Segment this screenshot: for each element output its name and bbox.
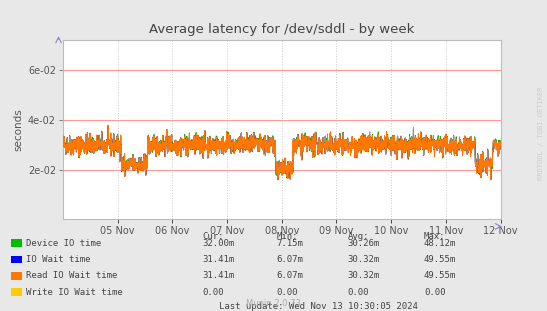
Title: Average latency for /dev/sddl - by week: Average latency for /dev/sddl - by week <box>149 24 415 36</box>
Text: 30.26m: 30.26m <box>347 239 380 248</box>
Y-axis label: seconds: seconds <box>14 109 24 151</box>
Text: 48.12m: 48.12m <box>424 239 456 248</box>
Text: 7.15m: 7.15m <box>276 239 303 248</box>
Text: 31.41m: 31.41m <box>202 272 235 280</box>
Text: Munin 2.0.73: Munin 2.0.73 <box>246 299 301 308</box>
Text: 0.00: 0.00 <box>424 288 445 296</box>
Text: Min:: Min: <box>276 232 298 241</box>
Text: Cur:: Cur: <box>202 232 224 241</box>
Text: 30.32m: 30.32m <box>347 272 380 280</box>
Text: Avg:: Avg: <box>347 232 369 241</box>
Text: 0.00: 0.00 <box>276 288 298 296</box>
Text: 0.00: 0.00 <box>202 288 224 296</box>
Text: Device IO time: Device IO time <box>26 239 102 248</box>
Text: 49.55m: 49.55m <box>424 272 456 280</box>
Text: 30.32m: 30.32m <box>347 255 380 264</box>
Text: 31.41m: 31.41m <box>202 255 235 264</box>
Text: 6.07m: 6.07m <box>276 255 303 264</box>
Text: RRDTOOL / TOBI OETIKER: RRDTOOL / TOBI OETIKER <box>538 87 544 180</box>
Text: 32.00m: 32.00m <box>202 239 235 248</box>
Text: Read IO Wait time: Read IO Wait time <box>26 272 118 280</box>
Text: Max:: Max: <box>424 232 445 241</box>
Text: Write IO Wait time: Write IO Wait time <box>26 288 123 296</box>
Text: Last update: Wed Nov 13 10:30:05 2024: Last update: Wed Nov 13 10:30:05 2024 <box>219 303 418 311</box>
Text: 49.55m: 49.55m <box>424 255 456 264</box>
Text: 0.00: 0.00 <box>347 288 369 296</box>
Text: 6.07m: 6.07m <box>276 272 303 280</box>
Text: IO Wait time: IO Wait time <box>26 255 91 264</box>
